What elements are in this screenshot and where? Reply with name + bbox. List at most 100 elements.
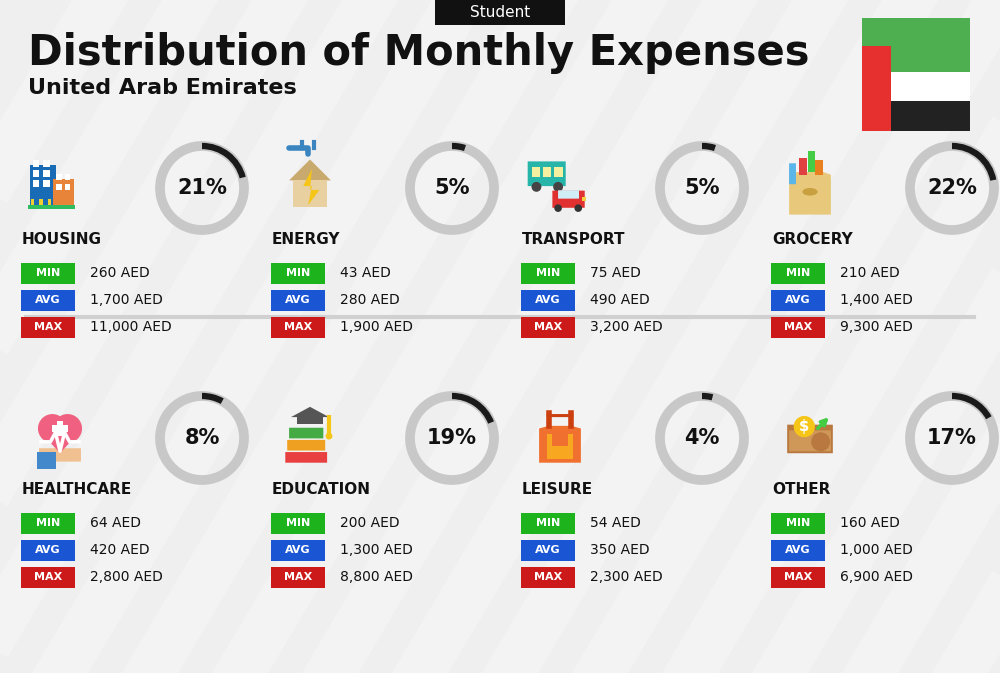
Text: 2,800 AED: 2,800 AED (90, 570, 163, 584)
FancyBboxPatch shape (808, 151, 815, 172)
Text: 1,700 AED: 1,700 AED (90, 293, 163, 307)
Text: 21%: 21% (177, 178, 227, 198)
Text: MIN: MIN (536, 268, 560, 278)
FancyBboxPatch shape (65, 174, 70, 180)
FancyBboxPatch shape (293, 180, 327, 207)
FancyBboxPatch shape (39, 448, 81, 462)
Text: 350 AED: 350 AED (590, 543, 650, 557)
Text: MAX: MAX (284, 572, 312, 582)
Text: AVG: AVG (785, 545, 811, 555)
Text: 1,300 AED: 1,300 AED (340, 543, 413, 557)
FancyBboxPatch shape (39, 199, 43, 205)
Wedge shape (202, 143, 246, 178)
FancyBboxPatch shape (862, 71, 970, 103)
FancyBboxPatch shape (21, 262, 75, 283)
Text: 5%: 5% (684, 178, 720, 198)
Text: 280 AED: 280 AED (340, 293, 400, 307)
FancyBboxPatch shape (271, 540, 325, 561)
Text: 9,300 AED: 9,300 AED (840, 320, 913, 334)
Text: MAX: MAX (534, 322, 562, 332)
FancyBboxPatch shape (547, 414, 573, 417)
FancyBboxPatch shape (37, 452, 56, 469)
FancyBboxPatch shape (285, 452, 327, 463)
Text: 4%: 4% (684, 428, 720, 448)
Text: 210 AED: 210 AED (840, 266, 900, 280)
FancyBboxPatch shape (552, 190, 585, 208)
Text: MAX: MAX (534, 572, 562, 582)
FancyBboxPatch shape (43, 180, 50, 187)
FancyBboxPatch shape (43, 170, 50, 177)
Text: 8%: 8% (184, 428, 220, 448)
Text: 17%: 17% (927, 428, 977, 448)
Text: GROCERY: GROCERY (772, 232, 853, 248)
Text: AVG: AVG (285, 295, 311, 305)
Text: AVG: AVG (285, 545, 311, 555)
FancyBboxPatch shape (789, 164, 796, 184)
FancyBboxPatch shape (48, 199, 51, 205)
FancyBboxPatch shape (33, 160, 39, 167)
FancyBboxPatch shape (289, 428, 323, 438)
FancyBboxPatch shape (287, 440, 325, 450)
Text: MIN: MIN (286, 518, 310, 528)
FancyBboxPatch shape (789, 430, 831, 452)
Text: 6,900 AED: 6,900 AED (840, 570, 913, 584)
Text: 1,400 AED: 1,400 AED (840, 293, 913, 307)
FancyBboxPatch shape (33, 170, 39, 177)
FancyBboxPatch shape (543, 167, 551, 176)
Text: HEALTHCARE: HEALTHCARE (22, 483, 132, 497)
Text: 64 AED: 64 AED (90, 516, 141, 530)
Text: OTHER: OTHER (772, 483, 830, 497)
Text: 22%: 22% (927, 178, 977, 198)
Text: 43 AED: 43 AED (340, 266, 391, 280)
FancyBboxPatch shape (521, 540, 575, 561)
FancyBboxPatch shape (30, 165, 56, 207)
Text: MIN: MIN (536, 518, 560, 528)
FancyBboxPatch shape (21, 567, 75, 588)
Text: 1,000 AED: 1,000 AED (840, 543, 913, 557)
Text: 3,200 AED: 3,200 AED (590, 320, 663, 334)
Text: 2,300 AED: 2,300 AED (590, 570, 663, 584)
FancyBboxPatch shape (56, 184, 62, 190)
Polygon shape (289, 160, 331, 180)
FancyBboxPatch shape (862, 102, 970, 131)
FancyBboxPatch shape (532, 167, 540, 176)
Text: 5%: 5% (434, 178, 470, 198)
Text: MIN: MIN (786, 268, 810, 278)
FancyBboxPatch shape (771, 289, 825, 310)
FancyBboxPatch shape (815, 160, 823, 175)
FancyBboxPatch shape (521, 289, 575, 310)
Text: 200 AED: 200 AED (340, 516, 400, 530)
Wedge shape (452, 393, 494, 424)
Circle shape (553, 182, 563, 192)
Circle shape (794, 416, 815, 437)
Text: AVG: AVG (535, 545, 561, 555)
FancyBboxPatch shape (528, 162, 566, 186)
Text: EDUCATION: EDUCATION (272, 483, 371, 497)
Circle shape (554, 205, 562, 212)
Text: 260 AED: 260 AED (90, 266, 150, 280)
FancyBboxPatch shape (21, 513, 75, 534)
Polygon shape (539, 426, 581, 463)
FancyBboxPatch shape (271, 567, 325, 588)
Text: 1,900 AED: 1,900 AED (340, 320, 413, 334)
FancyBboxPatch shape (521, 262, 575, 283)
Text: TRANSPORT: TRANSPORT (522, 232, 626, 248)
Circle shape (574, 205, 582, 212)
Wedge shape (952, 393, 992, 419)
FancyBboxPatch shape (271, 513, 325, 534)
FancyBboxPatch shape (57, 421, 63, 436)
FancyBboxPatch shape (554, 167, 563, 176)
FancyBboxPatch shape (435, 0, 565, 25)
Text: 420 AED: 420 AED (90, 543, 150, 557)
FancyBboxPatch shape (33, 180, 39, 187)
FancyBboxPatch shape (552, 431, 568, 446)
Circle shape (326, 433, 332, 439)
Text: 160 AED: 160 AED (840, 516, 900, 530)
Text: MIN: MIN (36, 518, 60, 528)
Text: MAX: MAX (34, 572, 62, 582)
Text: 54 AED: 54 AED (590, 516, 641, 530)
FancyBboxPatch shape (56, 174, 62, 180)
FancyBboxPatch shape (521, 316, 575, 337)
Ellipse shape (802, 188, 818, 196)
Text: MAX: MAX (34, 322, 62, 332)
